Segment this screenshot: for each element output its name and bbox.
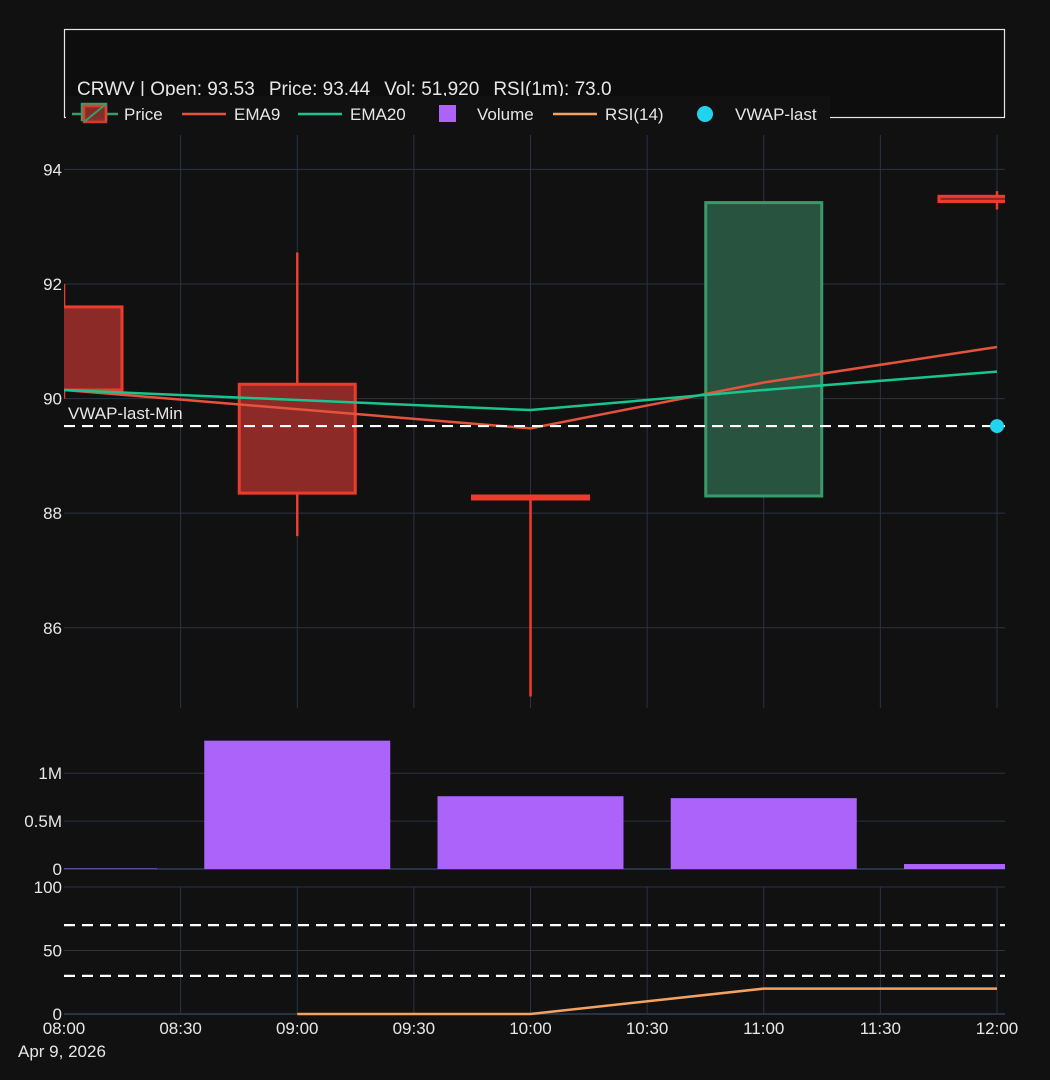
header-vol-value: 51,920	[421, 79, 479, 100]
legend-label-ema9: EMA9	[234, 105, 280, 124]
legend-label-rsi: RSI(14)	[605, 105, 664, 124]
candle-body	[64, 305, 124, 392]
volume-tick-label: 0.5M	[24, 812, 62, 831]
price-pane	[64, 191, 1005, 697]
volume-bar	[204, 740, 391, 869]
volume-tick-label: 0	[53, 860, 62, 879]
volume-bar	[904, 864, 1005, 869]
header-rsi-label: RSI(1m):	[493, 79, 569, 100]
rsi-tick-label: 0	[53, 1005, 62, 1024]
x-tick-label: 08:30	[159, 1019, 202, 1038]
header-vol-label: Vol:	[384, 79, 416, 100]
legend-item-price[interactable]: Price	[72, 102, 163, 124]
header-price-value: 93.44	[323, 79, 371, 100]
x-tick-label: 09:00	[276, 1019, 319, 1038]
x-tick-label: 10:00	[509, 1019, 552, 1038]
legend: Price EMA9 EMA20 Volume RSI(14) VWAP-las…	[66, 96, 830, 130]
legend-item-ema20[interactable]: EMA20	[298, 105, 406, 124]
candle-body	[704, 201, 824, 498]
ema20-line	[64, 370, 998, 412]
legend-label-ema20: EMA20	[350, 105, 406, 124]
vwap-last-point	[990, 419, 1004, 434]
header-symbol: CRWV	[77, 79, 135, 100]
header-open-value: 93.53	[207, 79, 255, 100]
rsi-tick-label: 50	[43, 942, 62, 961]
x-tick-label: 10:30	[626, 1019, 669, 1038]
ema9-line	[64, 345, 998, 430]
legend-item-vwap[interactable]: VWAP-last	[697, 105, 817, 124]
header-text: CRWV | Open: 93.53 Price: 93.44 Vol: 51,92…	[77, 79, 612, 100]
legend-item-ema9[interactable]: EMA9	[182, 105, 280, 124]
price-tick-label: 90	[43, 390, 62, 409]
header-price-label: Price:	[269, 79, 318, 100]
candle-body	[471, 494, 590, 501]
legend-label-volume: Volume	[477, 105, 534, 124]
price-tick-label: 88	[43, 504, 62, 523]
header-sep: |	[135, 79, 151, 100]
vwap-label: VWAP-last-Min	[68, 404, 183, 423]
header-open-label: Open:	[150, 79, 202, 100]
x-tick-label: 08:00	[43, 1019, 86, 1038]
rsi-line	[297, 987, 997, 1016]
legend-item-volume[interactable]: Volume	[439, 105, 534, 124]
legend-item-rsi[interactable]: RSI(14)	[553, 105, 664, 124]
price-tick-label: 86	[43, 619, 62, 638]
x-tick-label: 12:00	[976, 1019, 1019, 1038]
chart-marks: VWAP-last-Min	[64, 191, 1005, 1016]
volume-pane	[64, 740, 1005, 869]
legend-label-price: Price	[124, 105, 163, 124]
axis-ticks: 08:00 08:30 09:00 09:30 10:00 10:30 11:00 11:30…	[24, 160, 1018, 1038]
x-tick-label: 11:00	[743, 1019, 784, 1038]
price-tick-label: 94	[43, 160, 62, 179]
grid-lines	[64, 135, 1005, 1015]
price-tick-label: 92	[43, 275, 62, 294]
date-label: Apr 9, 2026	[18, 1042, 106, 1061]
x-tick-label: 11:30	[860, 1019, 901, 1038]
x-tick-label: 09:30	[393, 1019, 436, 1038]
candle-body	[937, 194, 1005, 203]
legend-label-vwap: VWAP-last	[735, 105, 817, 124]
volume-tick-label: 1M	[38, 764, 62, 783]
volume-bar	[670, 798, 857, 869]
volume-bar	[437, 796, 624, 869]
header-rsi-value: 73.0	[575, 79, 612, 100]
rsi-tick-label: 100	[34, 878, 62, 897]
